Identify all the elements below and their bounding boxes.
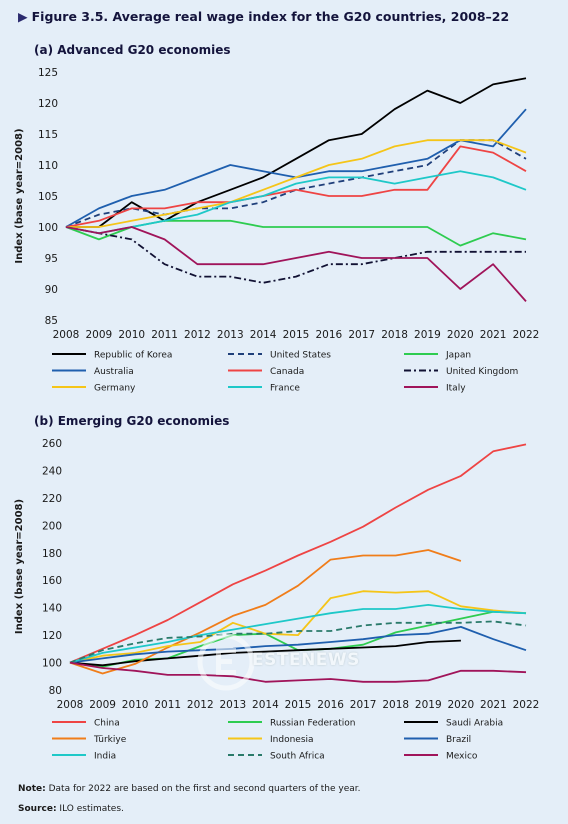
series-line-germany (66, 139, 527, 228)
y-tick-label-b: 160 (42, 575, 62, 587)
figure-title-text: Figure 3.5. Average real wage index for … (31, 9, 510, 24)
x-tick-label-b: 2019 (415, 699, 442, 711)
legend-label-mexico: Mexico (446, 752, 478, 762)
y-tick-label-b: 80 (49, 685, 62, 697)
x-tick-label-b: 2009 (89, 699, 116, 711)
series-line-saudi-arabia (69, 639, 461, 667)
x-tick-label-a: 2008 (53, 329, 80, 341)
note-label: Note: (18, 784, 46, 794)
y-tick-label-a: 125 (38, 67, 58, 79)
series-line-france (65, 170, 527, 235)
series-line-republic-of-korea (66, 77, 527, 228)
watermark-text: ESTENEWS (252, 650, 360, 670)
series-line-india (69, 604, 527, 664)
series-line-south-africa (69, 620, 527, 664)
legend-label-australia: Australia (94, 367, 134, 377)
x-tick-label-a: 2019 (414, 329, 441, 341)
y-tick-label-b: 200 (42, 520, 62, 532)
figure-title: ▶ Figure 3.5. Average real wage index for… (18, 9, 509, 24)
series-line-italy (65, 226, 527, 302)
y-tick-label-a: 90 (45, 284, 58, 296)
y-tick-label-a: 100 (38, 222, 58, 234)
series-line-united-kingdom (65, 226, 526, 284)
legend-label-turkiye: Türkiye (93, 735, 127, 745)
x-tick-label-a: 2020 (447, 329, 474, 341)
note-text: Data for 2022 are based on the first and… (45, 784, 361, 794)
x-tick-label-b: 2014 (252, 699, 279, 711)
x-tick-label-b: 2016 (317, 699, 344, 711)
legend-label-russian-federation: Russian Federation (270, 719, 355, 729)
x-tick-label-a: 2021 (480, 329, 507, 341)
series-line-turkiye (69, 549, 462, 675)
figure-note: Note: Data for 2022 are based on the fir… (18, 784, 361, 794)
x-tick-label-a: 2014 (250, 329, 277, 341)
series-line-canada (65, 145, 527, 228)
legend-label-south-africa: South Africa (270, 752, 325, 762)
x-tick-label-b: 2020 (447, 699, 474, 711)
x-tick-label-a: 2011 (151, 329, 178, 341)
panel-b-title: (b) Emerging G20 economies (34, 414, 230, 428)
y-tick-label-b: 120 (42, 630, 62, 642)
legend-label-republic-of-korea: Republic of Korea (94, 351, 172, 361)
series-line-china (69, 443, 527, 664)
y-tick-label-b: 260 (42, 438, 62, 450)
legend-label-japan: Japan (445, 351, 471, 361)
x-tick-label-b: 2017 (350, 699, 377, 711)
x-tick-label-b: 2012 (187, 699, 214, 711)
x-tick-label-a: 2012 (184, 329, 211, 341)
y-tick-label-a: 110 (38, 160, 58, 172)
series-line-mexico (69, 661, 527, 683)
x-tick-label-a: 2015 (283, 329, 310, 341)
x-tick-label-a: 2017 (348, 329, 375, 341)
x-tick-label-b: 2021 (480, 699, 507, 711)
figure-source: Source: ILO estimates. (18, 804, 124, 814)
y-tick-label-a: 115 (38, 129, 58, 141)
y-tick-label-a: 105 (38, 191, 58, 203)
x-tick-label-b: 2015 (285, 699, 312, 711)
triangle-icon: ▶ (18, 9, 28, 24)
legend-label-india: India (94, 752, 116, 762)
legend-label-united-kingdom: United Kingdom (446, 367, 518, 377)
legend-label-saudi-arabia: Saudi Arabia (446, 719, 503, 729)
chart-advanced-g20: 85 90 95 100 105 110 115 120 125 2008 2009 2010 2011… (14, 67, 540, 394)
chart-emerging-g20: 80 100 120 140 160 180 200 220 240 260 2008 2009 201… (14, 438, 540, 762)
legend-label-italy: Italy (446, 384, 466, 394)
legend-label-canada: Canada (270, 367, 304, 377)
x-tick-label-b: 2008 (57, 699, 84, 711)
y-axis-label-b: Index (base year=2008) (14, 499, 25, 634)
y-tick-label-b: 220 (42, 493, 62, 505)
source-text: ILO estimates. (56, 804, 124, 814)
x-tick-label-a: 2018 (381, 329, 408, 341)
series-line-brazil (69, 626, 527, 664)
x-tick-label-b: 2011 (154, 699, 181, 711)
x-tick-label-a: 2010 (118, 329, 145, 341)
watermark-logo: ESTENEWS (196, 632, 376, 692)
y-tick-label-b: 100 (42, 658, 62, 670)
y-tick-label-b: 140 (42, 603, 62, 615)
legend-label-indonesia: Indonesia (270, 735, 314, 745)
legend-label-germany: Germany (94, 384, 136, 394)
x-tick-label-b: 2010 (122, 699, 149, 711)
series-line-indonesia (69, 590, 527, 664)
y-tick-label-b: 180 (42, 548, 62, 560)
x-tick-label-a: 2009 (85, 329, 112, 341)
y-tick-label-a: 120 (38, 98, 58, 110)
x-tick-label-b: 2022 (513, 699, 540, 711)
legend-label-united-states: United States (270, 351, 331, 361)
legend-label-brazil: Brazil (446, 735, 471, 745)
y-tick-label-b: 240 (42, 465, 62, 477)
x-tick-label-b: 2018 (382, 699, 409, 711)
x-tick-label-a: 2016 (315, 329, 342, 341)
source-label: Source: (18, 804, 57, 814)
x-tick-label-a: 2022 (513, 329, 540, 341)
y-tick-label-a: 95 (45, 253, 58, 265)
x-tick-label-a: 2013 (217, 329, 244, 341)
y-axis-label-a: Index (base year=2008) (14, 128, 25, 263)
legend-label-china: China (94, 719, 120, 729)
legend-label-france: France (270, 384, 300, 394)
panel-a-title: (a) Advanced G20 economies (34, 43, 231, 57)
y-tick-label-a: 85 (45, 315, 58, 327)
watermark-emblem-icon (197, 633, 255, 691)
x-tick-label-b: 2013 (219, 699, 246, 711)
